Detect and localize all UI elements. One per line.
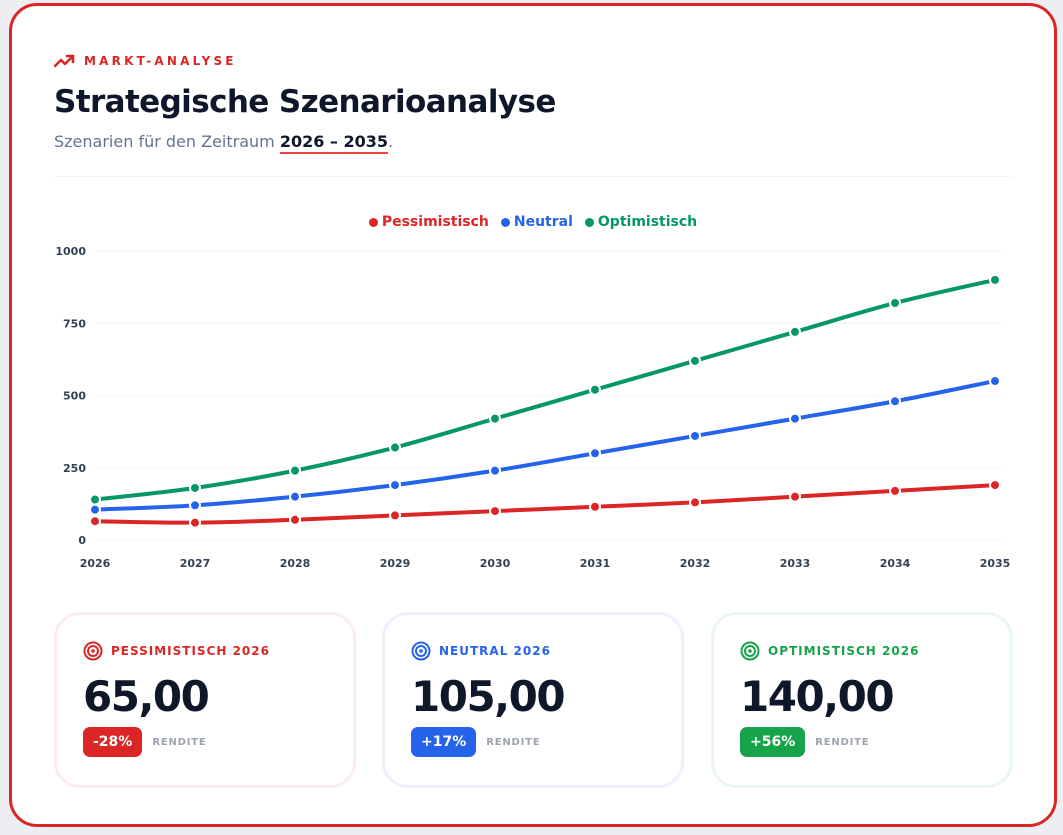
stat-card-title: PESSIMISTISCH 2026 [111,644,270,658]
data-point [89,503,101,516]
series-line-pessimistisch [93,483,997,525]
return-label: RENDITE [815,736,870,748]
stat-card-header: OPTIMISTISCH 2026 [740,641,1010,661]
stat-card-title: NEUTRAL 2026 [439,644,551,658]
subtitle-range: 2026 – 2035 [279,132,389,154]
return-badge: +17% [411,727,477,757]
stat-card-pessimistic: PESSIMISTISCH 2026 65,00 -28% RENDITE [54,612,356,788]
page-subtitle: Szenarien für den Zeitraum 2026 – 2035. [54,132,394,154]
eyebrow: MARKT-ANALYSE [54,54,237,68]
scenario-analysis-card: MARKT-ANALYSE Strategische Szenarioanaly… [9,3,1057,827]
stat-card-header: PESSIMISTISCH 2026 [83,641,353,661]
data-point [489,505,501,518]
legend-dot-icon [368,217,378,227]
stat-card-title: OPTIMISTISCH 2026 [768,644,920,658]
data-point [989,375,1001,388]
data-point [289,464,301,477]
y-tick-label: 0 [78,534,86,547]
return-label: RENDITE [152,736,207,748]
subtitle-suffix: . [388,132,394,151]
x-tick-label: 2027 [180,557,211,570]
legend-item-neutral[interactable]: Neutral [500,214,573,230]
page-title: Strategische Szenarioanalyse [54,84,556,120]
data-point [89,493,101,506]
series-line-optimistisch [93,277,997,502]
x-tick-label: 2026 [80,557,111,570]
stat-card-neutral: NEUTRAL 2026 105,00 +17% RENDITE [382,612,684,788]
stat-card-value: 140,00 [740,672,895,721]
data-point [389,509,401,522]
chart-legend: Pessimistisch Neutral Optimistisch [12,214,1054,230]
legend-label: Neutral [513,214,573,230]
legend-dot-icon [584,217,594,227]
eyebrow-label: MARKT-ANALYSE [84,54,237,68]
x-tick-label: 2031 [580,557,611,570]
y-tick-label: 1000 [55,245,86,258]
data-point [989,273,1001,286]
return-label: RENDITE [486,736,541,748]
data-point [989,479,1001,492]
divider [54,176,1012,177]
data-point [489,464,501,477]
y-tick-label: 750 [63,317,86,330]
y-tick-label: 500 [63,390,86,403]
data-point [789,412,801,425]
data-point [689,354,701,367]
data-point [589,500,601,513]
stat-card-header: NEUTRAL 2026 [411,641,681,661]
x-tick-label: 2033 [780,557,811,570]
data-point [389,441,401,454]
x-tick-label: 2035 [980,557,1011,570]
data-point [489,412,501,425]
data-point [889,395,901,408]
data-point [689,429,701,442]
data-point [789,325,801,338]
x-tick-label: 2028 [280,557,311,570]
y-tick-label: 250 [63,462,86,475]
data-point [789,490,801,503]
x-tick-label: 2030 [480,557,511,570]
data-point [689,496,701,509]
return-badge: -28% [83,727,143,757]
legend-item-optimistic[interactable]: Optimistisch [584,214,698,230]
line-chart: 0 250 500 750 1000 2026 2027 2028 2029 2030 2031 20… [55,245,1011,570]
return-badge: +56% [740,727,806,757]
data-point [189,481,201,494]
legend-dot-icon [500,217,510,227]
data-point [289,490,301,503]
target-icon [411,641,431,661]
data-point [589,383,601,396]
target-icon [83,641,103,661]
legend-label: Pessimistisch [381,214,489,230]
subtitle-prefix: Szenarien für den Zeitraum [54,132,280,151]
x-tick-label: 2029 [380,557,411,570]
x-tick-label: 2032 [680,557,711,570]
stat-card-value: 105,00 [411,672,566,721]
data-point [889,484,901,497]
data-point [589,447,601,460]
legend-label: Optimistisch [597,214,698,230]
data-point [289,513,301,526]
data-point [389,479,401,492]
data-point [189,499,201,512]
series-line-neutral [93,379,997,512]
data-point [889,297,901,310]
data-point [189,516,201,529]
x-tick-label: 2034 [880,557,911,570]
data-point [89,515,101,528]
target-icon [740,641,760,661]
stat-card-value: 65,00 [83,672,210,721]
legend-item-pessimistic[interactable]: Pessimistisch [368,214,489,230]
trending-up-icon [54,54,75,68]
stat-card-optimistic: OPTIMISTISCH 2026 140,00 +56% RENDITE [711,612,1013,788]
